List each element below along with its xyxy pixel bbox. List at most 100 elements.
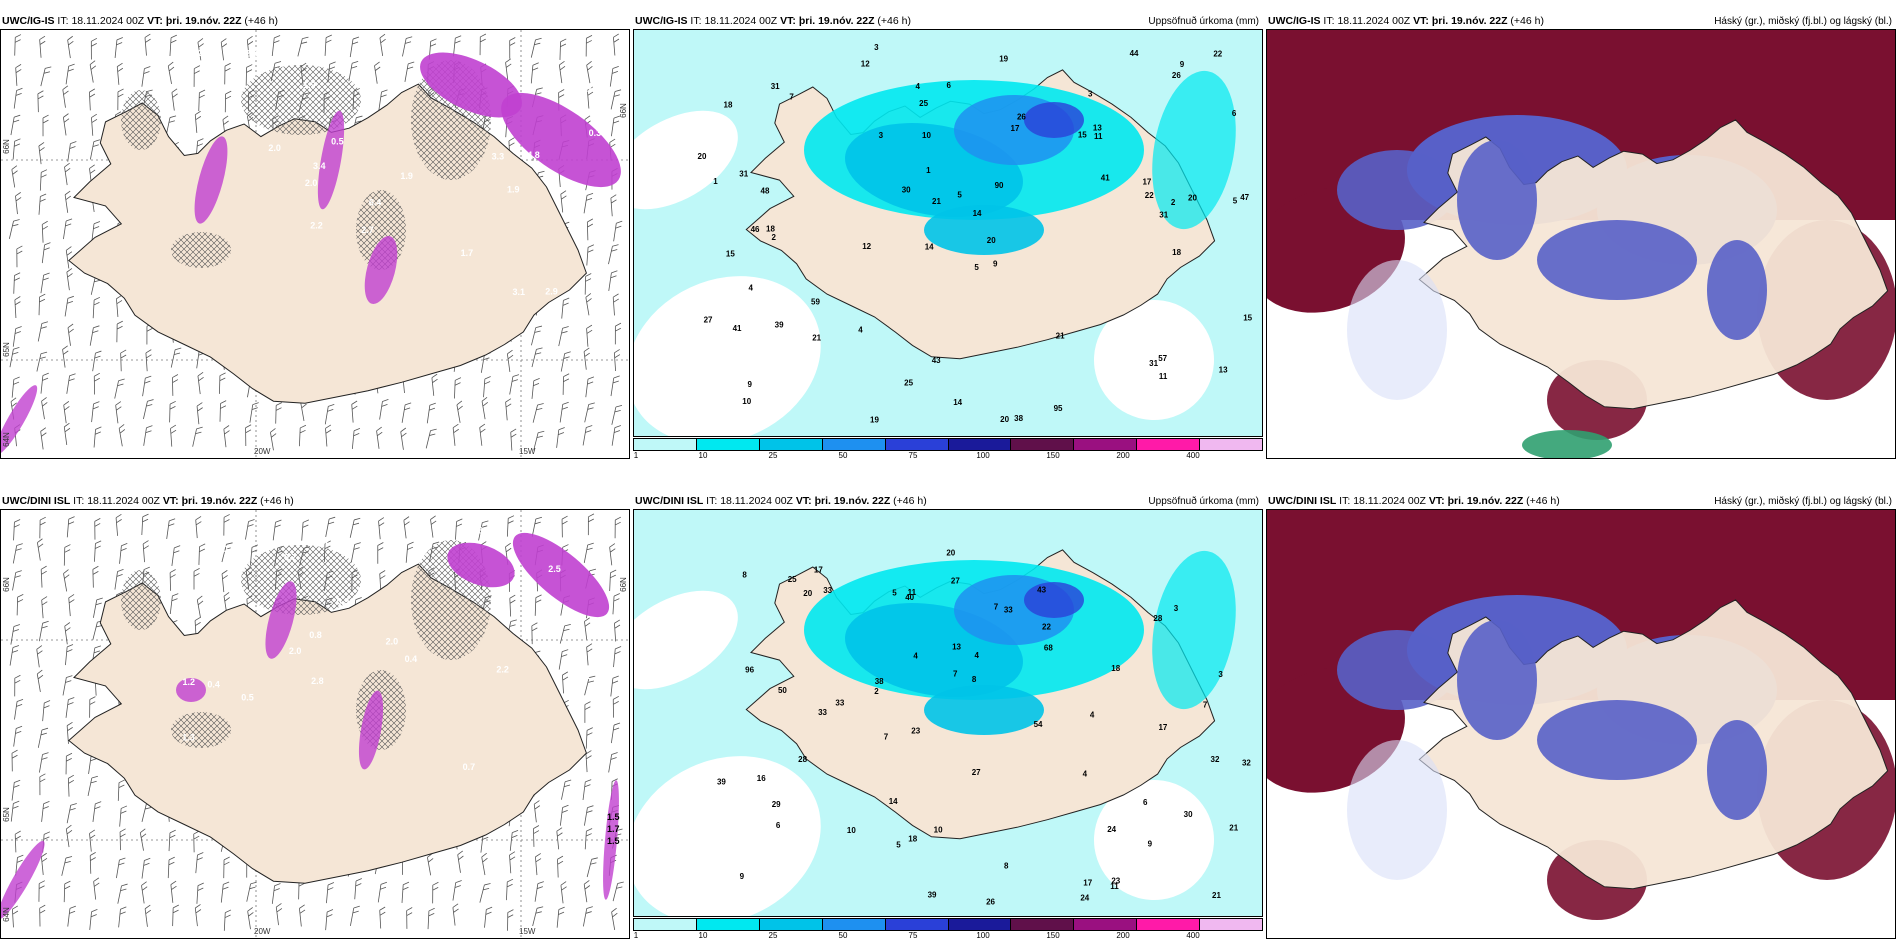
wind-barb — [351, 400, 358, 423]
wind-barb — [9, 346, 20, 368]
wind-barb — [586, 86, 594, 109]
precip-value-label: 13 — [1219, 366, 1228, 375]
wind-barb — [15, 192, 22, 215]
wind-barb — [583, 880, 591, 903]
wind-barb — [194, 904, 202, 927]
panel-field-title: Háský (gr.), miðský (fj.bl.) og lágský (… — [1714, 496, 1892, 507]
map-svg — [1267, 510, 1895, 938]
map-temp-wind-igis[interactable]: 6.4 2.0 2.3 1.9 2.9 1.9 2.7 2.0 2.2 3.3 4.8 2.3 2.3 3… — [0, 29, 630, 459]
map-clouds-dini[interactable] — [1266, 509, 1896, 939]
neg-temp-area — [317, 110, 345, 210]
wind-barb — [14, 296, 21, 319]
neg-temp-area — [603, 780, 619, 900]
wind-barb — [246, 881, 257, 902]
temp-value-label: 4.8 — [527, 150, 540, 160]
wind-barb — [585, 34, 593, 57]
mid-cloud-area — [1457, 140, 1537, 260]
map-temp-wind-dini[interactable]: 2.0 1.2 0.6 0.8 0.7 2.5 1.3 2.2 2.2 1.6 2.8 0.4 0.9 1… — [0, 509, 630, 939]
wind-barb — [401, 402, 412, 423]
wind-barb — [89, 829, 96, 852]
neg-temp-area — [194, 136, 228, 224]
wind-barb — [509, 374, 520, 395]
map-precip-dini[interactable]: 5 4 7 3 7 4 22 23 8 24 32 54 68 27 40 43 50 29 39 18 33 33 27 2… — [633, 509, 1263, 917]
precip-value-label: 4 — [858, 326, 863, 335]
wind-barb — [350, 905, 360, 927]
wind-barb — [561, 779, 572, 800]
colorbar-cell — [1137, 919, 1201, 930]
wind-barb — [560, 881, 567, 904]
wind-barb — [455, 518, 463, 540]
wind-barb — [13, 272, 21, 294]
mid-cloud-area — [1337, 630, 1457, 710]
temp-value-label: 0.3 — [589, 128, 602, 138]
wind-barb — [115, 513, 122, 536]
wind-barb — [166, 518, 176, 540]
wind-barb — [63, 218, 73, 240]
wind-barb — [116, 857, 126, 879]
map-clouds-igis[interactable] — [1266, 29, 1896, 459]
colorbar-tick-label: 150 — [1046, 931, 1060, 940]
wind-barb — [13, 519, 21, 541]
wind-barb — [197, 371, 204, 395]
colorbar-cell — [634, 439, 697, 450]
wind-barb — [89, 909, 98, 930]
map-svg: 2.0 1.2 0.6 0.8 0.7 2.5 1.3 2.2 2.2 1.6 2.8 0.4 0.9 1… — [1, 510, 629, 938]
temp-value-label: 2.7 — [361, 225, 374, 235]
wind-barb — [92, 350, 102, 372]
wind-barb — [64, 622, 71, 645]
wind-barb — [141, 513, 149, 536]
mid-cloud-area — [1337, 150, 1457, 230]
precip-value-label: 2 — [772, 233, 777, 242]
precip-value-label: 18 — [1111, 664, 1120, 673]
temp-value-label: 0.7 — [463, 762, 476, 772]
precip-value-label: 31 — [1159, 211, 1168, 220]
wind-barb — [586, 857, 598, 878]
wind-barb — [93, 372, 101, 395]
wind-barb — [584, 273, 592, 295]
colorbar-cell — [1137, 439, 1201, 450]
precip-value-label: 7 — [884, 733, 889, 742]
mid-cloud-area — [1707, 720, 1767, 820]
precip-value-label: 20 — [946, 549, 955, 558]
wind-barb — [63, 544, 71, 566]
wind-barb — [8, 219, 20, 239]
wind-barb — [586, 643, 593, 666]
snow-hatch-area — [121, 90, 161, 150]
lon-label: 15W — [519, 447, 536, 456]
wind-barb — [170, 880, 177, 903]
precip-value-label: 20 — [987, 236, 996, 245]
temp-value-label: 3.1 — [512, 287, 525, 297]
mid-cloud-area — [1537, 700, 1697, 780]
wind-barb — [614, 322, 622, 345]
wind-barb — [483, 376, 491, 398]
wind-barb — [584, 402, 595, 423]
wind-barb — [559, 804, 569, 826]
panel-title: UWC/IG-IS IT: 18.11.2024 00Z VT: þri. 19… — [635, 13, 1263, 29]
wind-barb — [219, 372, 226, 394]
precip-value-label: 16 — [757, 774, 766, 783]
precip-value-label: 22 — [1042, 622, 1051, 631]
neg-temp-area — [420, 52, 522, 118]
panel-dini-clouds: UWC/DINI ISL IT: 18.11.2024 00Z VT: þri.… — [1266, 492, 1896, 940]
colorbar-cell — [696, 439, 760, 450]
panel-dini-precip: UWC/DINI ISL IT: 18.11.2024 00Z VT: þri.… — [633, 492, 1263, 940]
wind-barb — [91, 113, 98, 136]
wind-barb — [405, 541, 414, 563]
wind-barb — [246, 35, 254, 58]
wind-barb — [583, 192, 594, 214]
colorbar-cell — [696, 919, 760, 930]
wind-barb — [401, 881, 410, 903]
temp-value-label: 1.7 — [461, 248, 474, 258]
wind-barb — [90, 37, 98, 60]
temp-value-label: 1.9 — [507, 185, 520, 195]
map-precip-igis[interactable]: 3 3 5 14 9 18 18 15 15 17 14 10 12 12 20 38 43 44 41 59 48 46… — [633, 29, 1263, 437]
precip-value-label: 28 — [1153, 614, 1162, 623]
other-cloud-area — [1522, 430, 1612, 458]
wind-barb — [531, 347, 543, 368]
colorbar-cell — [948, 919, 1012, 930]
wind-barb — [12, 138, 21, 160]
wind-barb — [245, 424, 252, 447]
wind-barb — [66, 803, 77, 824]
wind-barb — [40, 427, 47, 450]
wind-barb — [275, 903, 283, 926]
